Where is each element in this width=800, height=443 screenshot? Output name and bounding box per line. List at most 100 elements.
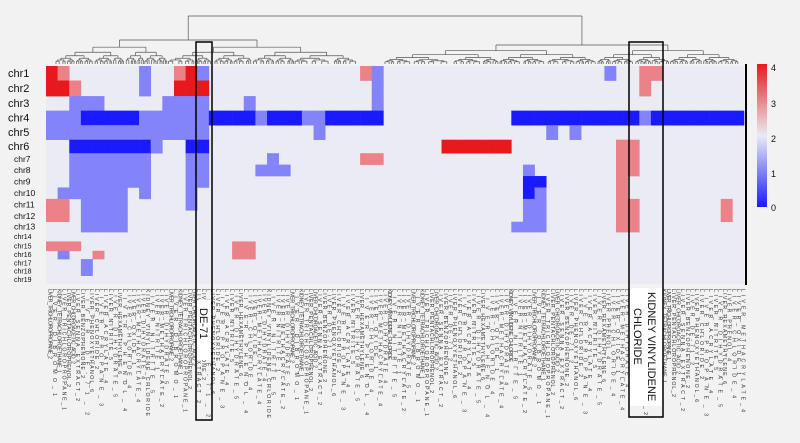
- heatmap-cell: [92, 250, 105, 260]
- heatmap-cell: [290, 110, 303, 126]
- column-label: LIVER_PROPANE_3: [98, 289, 104, 406]
- heatmap-cell: [115, 110, 128, 126]
- heatmap-cell: [511, 221, 524, 233]
- column-label: LIVER_SENNA_EXTRACT_2: [437, 289, 443, 407]
- colorbar-tick-4: 4: [771, 63, 776, 73]
- heatmap-cell: [232, 110, 245, 126]
- heatmap-cell: [115, 153, 128, 165]
- heatmap-cell: [243, 110, 256, 126]
- column-label: LIVER_DIHYDRATE_5: [163, 289, 169, 384]
- column-label: LIVER_OXIDE_1: [735, 289, 741, 375]
- heatmap-cell: [80, 221, 93, 233]
- heatmap-cell: [720, 110, 733, 126]
- heatmap-cell: [267, 153, 279, 165]
- heatmap-cell: [616, 176, 628, 188]
- column-label: LIVER_TRICHLOROPROPANE_1: [423, 289, 429, 416]
- heatmap-cell: [69, 241, 82, 252]
- heatmap-cell: [278, 164, 291, 177]
- heatmap-cell: [57, 66, 70, 81]
- heatmap-cell: [197, 125, 210, 140]
- column-label: LIVER_TRICHLOROPROPANE_1: [665, 289, 671, 360]
- column-label: LIVER_BENZOPHENONE_2: [684, 289, 690, 388]
- heatmap-cell: [627, 139, 640, 154]
- heatmap-cell: [80, 110, 93, 126]
- heatmap-cell: [441, 139, 454, 154]
- heatmap-cell: [604, 110, 617, 126]
- row-label: chr18: [14, 269, 32, 276]
- column-label: LIVER_HEXAMETHYLENE_6: [721, 289, 727, 384]
- heatmap-cell: [197, 66, 210, 81]
- heatmap-cell: [46, 241, 58, 252]
- heatmap-cell: [185, 187, 198, 200]
- column-label: LIVER_PENTACHLOROPHENOL_2: [65, 289, 71, 387]
- heatmap-cell: [92, 125, 105, 140]
- column-label: KIDNEY_TETRACHLOROETHANE_1: [56, 289, 62, 373]
- heatmap-cell: [313, 110, 326, 126]
- heatmap-cell: [371, 110, 384, 126]
- heatmap-cell: [92, 176, 105, 188]
- heatmap-cell: [185, 176, 198, 188]
- heatmap-cell: [616, 153, 628, 165]
- heatmap-cell: [197, 96, 210, 111]
- colorbar-tick-3: 3: [771, 99, 776, 109]
- heatmap-cell: [569, 110, 582, 126]
- heatmap-cell: [69, 153, 82, 165]
- row-label: chr14: [14, 234, 32, 241]
- heatmap-cell: [569, 125, 582, 140]
- heatmap-cell: [674, 110, 687, 126]
- heatmap-cell: [232, 241, 245, 252]
- column-label: LIVER_DE-71_2: [568, 289, 574, 363]
- column-label: KIDNEY_VINYLIDENE_CHLORIDE: [265, 289, 271, 419]
- column-label: LIVER_BENZOPHENONE_2: [563, 289, 569, 386]
- column-label: LIVER_DIHYDRATE_5: [233, 289, 239, 399]
- heatmap-cell: [92, 139, 105, 154]
- heatmap-cell: [92, 198, 105, 211]
- column-label: LIVER_DE-71_2: [689, 289, 695, 365]
- column-label: LIVER_CHLOROACETIC_ACID_2: [70, 289, 76, 364]
- column-label: LIVER_NITRITE_5: [712, 289, 718, 370]
- column-label: LIVER_BENZOPHENONE_2: [79, 289, 85, 378]
- heatmap-cell: [185, 153, 198, 165]
- column-label: LIVER_NITRITE_5: [349, 289, 355, 364]
- heatmap-cell: [46, 198, 58, 211]
- heatmap-cell: [185, 164, 198, 177]
- heatmap-cell: [173, 96, 186, 111]
- heatmap-cell: [80, 125, 93, 140]
- column-label: LIVER_NITRITE_1: [516, 289, 522, 376]
- column-label: LIVER_BENZOPHENONE_2: [321, 289, 327, 382]
- heatmap-cell: [522, 198, 535, 211]
- heatmap-cell: [80, 259, 93, 268]
- heatmap-cell: [360, 66, 373, 81]
- heatmap-cell: [616, 110, 628, 126]
- column-label: LIVER_PROPANE_3: [219, 289, 225, 408]
- heatmap-grid: [46, 66, 745, 284]
- heatmap-cell: [662, 110, 675, 126]
- heatmap-cell: [185, 110, 198, 126]
- column-label: LIVER_TRICHLOROPROPANE_2: [167, 289, 173, 361]
- heatmap-cell: [80, 198, 93, 211]
- heatmap-cell: [720, 210, 733, 223]
- row-label: chr1: [8, 68, 29, 80]
- heatmap-cell: [162, 96, 175, 111]
- heatmap-cell: [185, 96, 198, 111]
- heatmap-cell: [57, 198, 70, 211]
- column-label: LIVER_OXIDE_1: [130, 289, 136, 365]
- heatmap-cell: [127, 176, 140, 188]
- heatmap-cell: [197, 176, 210, 188]
- heatmap-cell: [69, 164, 82, 177]
- heatmap-cell: [616, 139, 628, 154]
- column-label: LIVER_NITRITE_5: [228, 289, 234, 362]
- column-label: LIVER_SENNA_EXTRACT_2: [74, 289, 80, 401]
- column-label: KIDNEY_TETRACHLOROETHANE_1: [177, 289, 183, 375]
- kvc-callout: KIDNEY VINYLIDENE CHLORIDE: [628, 41, 664, 418]
- column-label: LIVER_PHENOXYETHANOL_6: [693, 289, 699, 402]
- column-label: LIVER_TRICHLOROPROPANE_2: [530, 289, 536, 367]
- heatmap-cell: [139, 164, 151, 177]
- column-label: LIVER_TRICHLOROPROPANE_1: [544, 289, 550, 418]
- de71-callout: DE-71: [195, 41, 213, 421]
- heatmap-cell: [162, 125, 175, 140]
- heatmap-cell: [150, 110, 163, 126]
- colorbar-tick-1: 1: [771, 169, 776, 179]
- heatmap-cell: [127, 139, 140, 154]
- heatmap-cell: [150, 139, 163, 154]
